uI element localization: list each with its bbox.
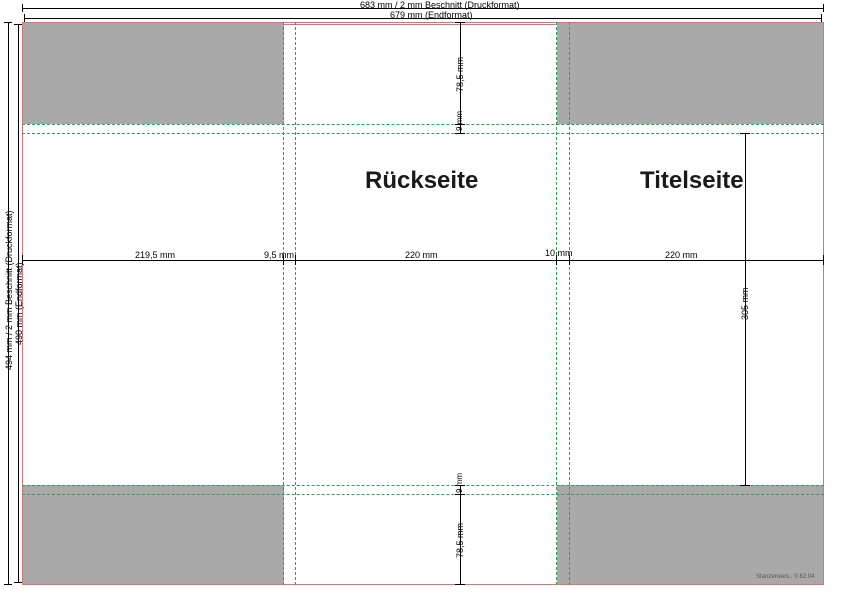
fold-v-1b: [295, 22, 296, 585]
nonprint-top-right: [557, 22, 824, 124]
label-back: Rückseite: [365, 167, 478, 195]
tick: [14, 24, 22, 25]
tick: [455, 22, 465, 23]
dim-left-inner: 490 mm (Endformat): [14, 262, 24, 345]
fold-h-top1: [22, 124, 824, 125]
nonprint-bot-right: [557, 485, 824, 585]
dim-line-mid: [22, 260, 824, 261]
tick: [14, 582, 22, 583]
tick: [22, 255, 23, 265]
label-front: Titelseite: [640, 167, 744, 195]
tick: [4, 22, 12, 23]
tick: [740, 133, 750, 134]
dim-spine1: 9,5 mm: [264, 250, 294, 260]
dim-side-height: 305 mm: [740, 287, 750, 320]
endformat-outline-top: [284, 24, 557, 25]
nonprint-top-left: [22, 22, 284, 124]
tick: [24, 14, 25, 22]
dim-col2: 220 mm: [405, 250, 438, 260]
dim-flap-bot: 78,5 mm: [455, 523, 465, 558]
tick: [22, 4, 23, 12]
dim-col1: 219,5 mm: [135, 250, 175, 260]
dim-left-outer: 494 mm / 2 mm Beschnitt (Druckformat): [4, 210, 14, 370]
dim-flap-gap-top: 9 mm: [455, 111, 464, 131]
tick: [740, 485, 750, 486]
footer-note: Stanzenvers.: 0 82.04: [756, 574, 814, 580]
tick: [4, 584, 12, 585]
fold-h-top2: [22, 133, 824, 134]
fold-h-bot2: [22, 494, 824, 495]
fold-v-2b: [569, 22, 570, 585]
tick: [455, 584, 465, 585]
fold-v-1a: [283, 22, 284, 585]
tick: [24, 18, 822, 19]
dim-flap-top: 78,5 mm: [455, 57, 465, 92]
fold-v-2a: [556, 22, 557, 585]
tick: [22, 8, 824, 9]
tick: [455, 494, 465, 495]
dim-spine2: 10 mm: [545, 248, 573, 258]
dim-col3: 220 mm: [665, 250, 698, 260]
tick: [821, 14, 822, 22]
dim-flap-gap-bot: 9 mm: [455, 473, 464, 493]
tick: [823, 4, 824, 12]
tick: [18, 24, 19, 583]
fold-h-bot1: [22, 485, 824, 486]
tick: [823, 255, 824, 265]
nonprint-bot-left: [22, 485, 284, 585]
tick: [455, 133, 465, 134]
tick: [295, 255, 296, 265]
tick: [8, 22, 9, 585]
